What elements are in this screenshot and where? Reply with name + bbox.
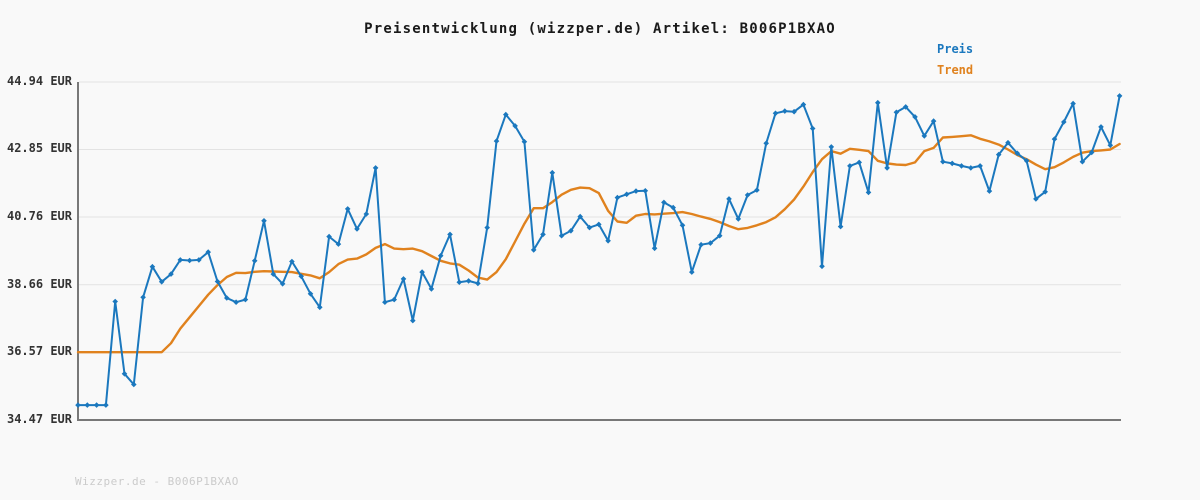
trend-line xyxy=(76,134,1121,354)
chart-title: Preisentwicklung (wizzper.de) Artikel: B… xyxy=(364,21,836,37)
y-axis-tick-label: 42.85 EUR xyxy=(6,141,72,156)
price-line xyxy=(77,94,1121,407)
y-axis-tick-label: 38.66 EUR xyxy=(6,276,72,291)
price-point-markers xyxy=(75,93,1123,408)
y-axis-tick-label: 44.94 EUR xyxy=(6,74,72,88)
chart-legend: Preis Trend xyxy=(937,39,973,81)
y-axis-tick-label: 36.57 EUR xyxy=(6,344,72,359)
legend-item-preis: Preis xyxy=(937,42,974,56)
legend-item-trend: Trend xyxy=(937,63,974,77)
y-axis-tick-label: 34.47 EUR xyxy=(6,412,72,426)
y-axis-tick-label: 40.76 EUR xyxy=(6,208,72,223)
footer-watermark: Wizzper.de - B006P1BXAO xyxy=(75,475,239,488)
